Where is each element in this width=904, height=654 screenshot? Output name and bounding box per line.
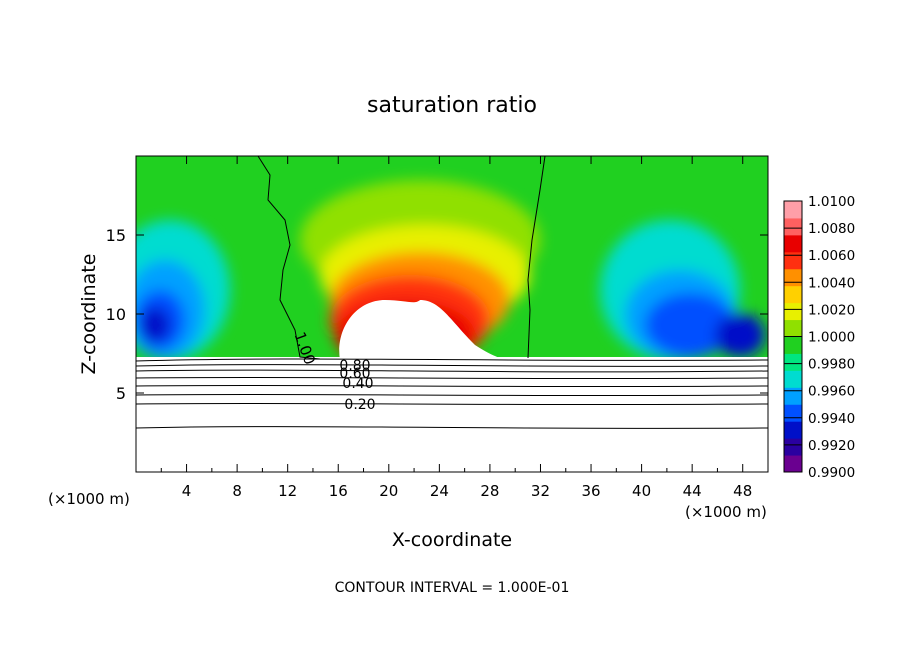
- x-axis: 4 8 12 16 20 24 28 32 36 40 44 48: [160, 156, 752, 500]
- y-tick-label: 10: [106, 305, 126, 324]
- colorbar-swatch: [784, 353, 802, 371]
- x-tick-label: 24: [430, 482, 449, 500]
- x-tick-label: 36: [581, 482, 600, 500]
- colorbar-swatch: [784, 421, 802, 439]
- colorbar-label: 1.0040: [808, 275, 855, 291]
- colorbar-swatch: [784, 302, 802, 321]
- contour-label: 0.80: [339, 358, 370, 374]
- colorbar-label: 1.0080: [808, 221, 855, 237]
- colorbar-label: 0.9940: [808, 411, 855, 427]
- colorbar-swatch: [784, 217, 802, 236]
- colorbar-label: 1.0060: [808, 248, 855, 264]
- chart-title: saturation ratio: [367, 93, 537, 118]
- colorbar-swatch: [784, 404, 802, 422]
- colorbar-label: 0.9980: [808, 357, 855, 373]
- colorbar-swatch: [784, 234, 802, 253]
- x-tick-label: 4: [182, 482, 192, 500]
- y-axis-label: Z-coordinate: [78, 254, 100, 375]
- colorbar-label: 0.9920: [808, 438, 855, 454]
- contour-label: 0.60: [339, 366, 370, 382]
- contour-label: 0.40: [342, 376, 373, 392]
- colorbar-label: 1.0100: [808, 194, 855, 210]
- contour-labels: 1.00 0.800.600.400.20: [291, 330, 376, 413]
- contour-label: 0.20: [344, 397, 375, 413]
- x-tick-label: 16: [329, 482, 348, 500]
- colorbar-label: 0.9960: [808, 384, 855, 400]
- colorbar-swatch: [784, 387, 802, 405]
- contour-interval-note: CONTOUR INTERVAL = 1.000E-01: [335, 580, 570, 596]
- x-unit-left: (×1000 m): [48, 490, 130, 508]
- x-tick-label: 20: [379, 482, 398, 500]
- x-tick-label: 40: [632, 482, 651, 500]
- saturation-field: [136, 156, 768, 472]
- colorbar-swatch: [784, 251, 802, 270]
- y-tick-label: 5: [116, 384, 126, 403]
- x-axis-label: X-coordinate: [392, 529, 512, 551]
- x-tick-label: 32: [531, 482, 550, 500]
- colorbar-swatch: [784, 438, 802, 456]
- x-unit-right: (×1000 m): [685, 503, 767, 521]
- colorbar-swatch: [784, 268, 802, 287]
- y-axis: 5 10 15: [106, 226, 768, 403]
- x-tick-label: 28: [480, 482, 499, 500]
- colorbar-swatch: [784, 336, 802, 354]
- colorbar-label: 1.0000: [808, 330, 855, 346]
- colorbar-swatch: [784, 285, 802, 304]
- colorbar-label: 0.9900: [808, 465, 855, 481]
- x-tick-label: 12: [278, 482, 297, 500]
- colorbar-swatch: [784, 370, 802, 388]
- colorbar-swatch: [784, 455, 802, 473]
- x-tick-label: 48: [733, 482, 752, 500]
- colorbar-label: 1.0020: [808, 302, 855, 318]
- colorbar-swatch: [784, 319, 802, 337]
- y-tick-label: 15: [106, 226, 126, 245]
- x-tick-label: 44: [683, 482, 702, 500]
- colorbar-swatch: [784, 201, 802, 219]
- x-tick-label: 8: [232, 482, 242, 500]
- colorbar: 1.0100 1.0080 1.0060 1.0040 1.0020 1.0000 0.99…: [783, 194, 855, 481]
